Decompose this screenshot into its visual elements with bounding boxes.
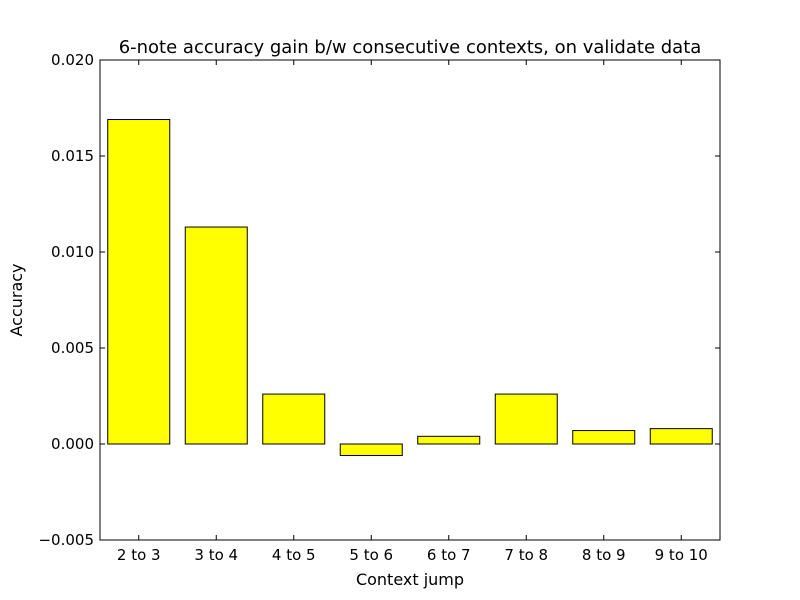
y-tick-label: −0.005: [38, 531, 94, 549]
y-tick-label: 0.010: [51, 243, 94, 261]
y-tick-label: 0.000: [51, 435, 94, 453]
bar-1: [184, 226, 248, 445]
y-axis-label: Accuracy: [7, 263, 26, 336]
chart-title: 6-note accuracy gain b/w consecutive con…: [119, 37, 702, 58]
x-tick-label: 5 to 6: [349, 546, 393, 564]
bar-0: [107, 119, 171, 445]
y-tick-label: 0.015: [51, 147, 94, 165]
bar-5: [494, 393, 558, 445]
bar-3: [339, 443, 403, 457]
plot-frame: [99, 59, 721, 541]
x-axis-label: Context jump: [356, 570, 464, 589]
x-ticks-group: 2 to 3 3 to 4 4 to 5 5 to 6 6 to 7 7 to 8 8 to…: [117, 60, 708, 564]
y-tick-label: 0.020: [51, 51, 94, 69]
x-tick-label: 8 to 9: [582, 546, 626, 564]
bars-group: [107, 119, 713, 457]
bar-4: [417, 435, 481, 445]
x-tick-label: 9 to 10: [655, 546, 708, 564]
x-tick-label: 6 to 7: [427, 546, 471, 564]
x-tick-label: 7 to 8: [504, 546, 548, 564]
x-tick-label: 3 to 4: [194, 546, 238, 564]
y-ticks-group: −0.005 0.000 0.005 0.010 0.015 0.020: [38, 51, 720, 549]
x-tick-label: 4 to 5: [272, 546, 316, 564]
bar-6: [572, 430, 636, 445]
y-tick-label: 0.005: [51, 339, 94, 357]
x-tick-label: 2 to 3: [117, 546, 161, 564]
bar-2: [262, 393, 326, 445]
bar-7: [649, 428, 713, 445]
